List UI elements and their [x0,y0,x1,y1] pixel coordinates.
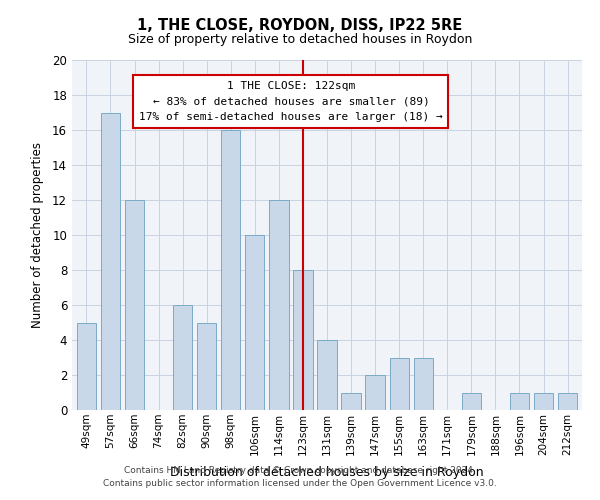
Bar [413,358,433,410]
Bar [197,322,217,410]
Bar [462,392,481,410]
Bar [510,392,529,410]
Bar [317,340,337,410]
Bar [341,392,361,410]
Bar [125,200,144,410]
Bar [558,392,577,410]
Text: 1 THE CLOSE: 122sqm
← 83% of detached houses are smaller (89)
17% of semi-detach: 1 THE CLOSE: 122sqm ← 83% of detached ho… [139,81,443,122]
Bar [221,130,241,410]
Bar [269,200,289,410]
Bar [101,112,120,410]
Text: Contains HM Land Registry data © Crown copyright and database right 2024.
Contai: Contains HM Land Registry data © Crown c… [103,466,497,487]
Y-axis label: Number of detached properties: Number of detached properties [31,142,44,328]
Bar [293,270,313,410]
Bar [389,358,409,410]
Bar [77,322,96,410]
Bar [534,392,553,410]
Bar [365,375,385,410]
Text: 1, THE CLOSE, ROYDON, DISS, IP22 5RE: 1, THE CLOSE, ROYDON, DISS, IP22 5RE [137,18,463,32]
Bar [245,235,265,410]
Bar [173,305,192,410]
X-axis label: Distribution of detached houses by size in Roydon: Distribution of detached houses by size … [170,466,484,479]
Text: Size of property relative to detached houses in Roydon: Size of property relative to detached ho… [128,32,472,46]
